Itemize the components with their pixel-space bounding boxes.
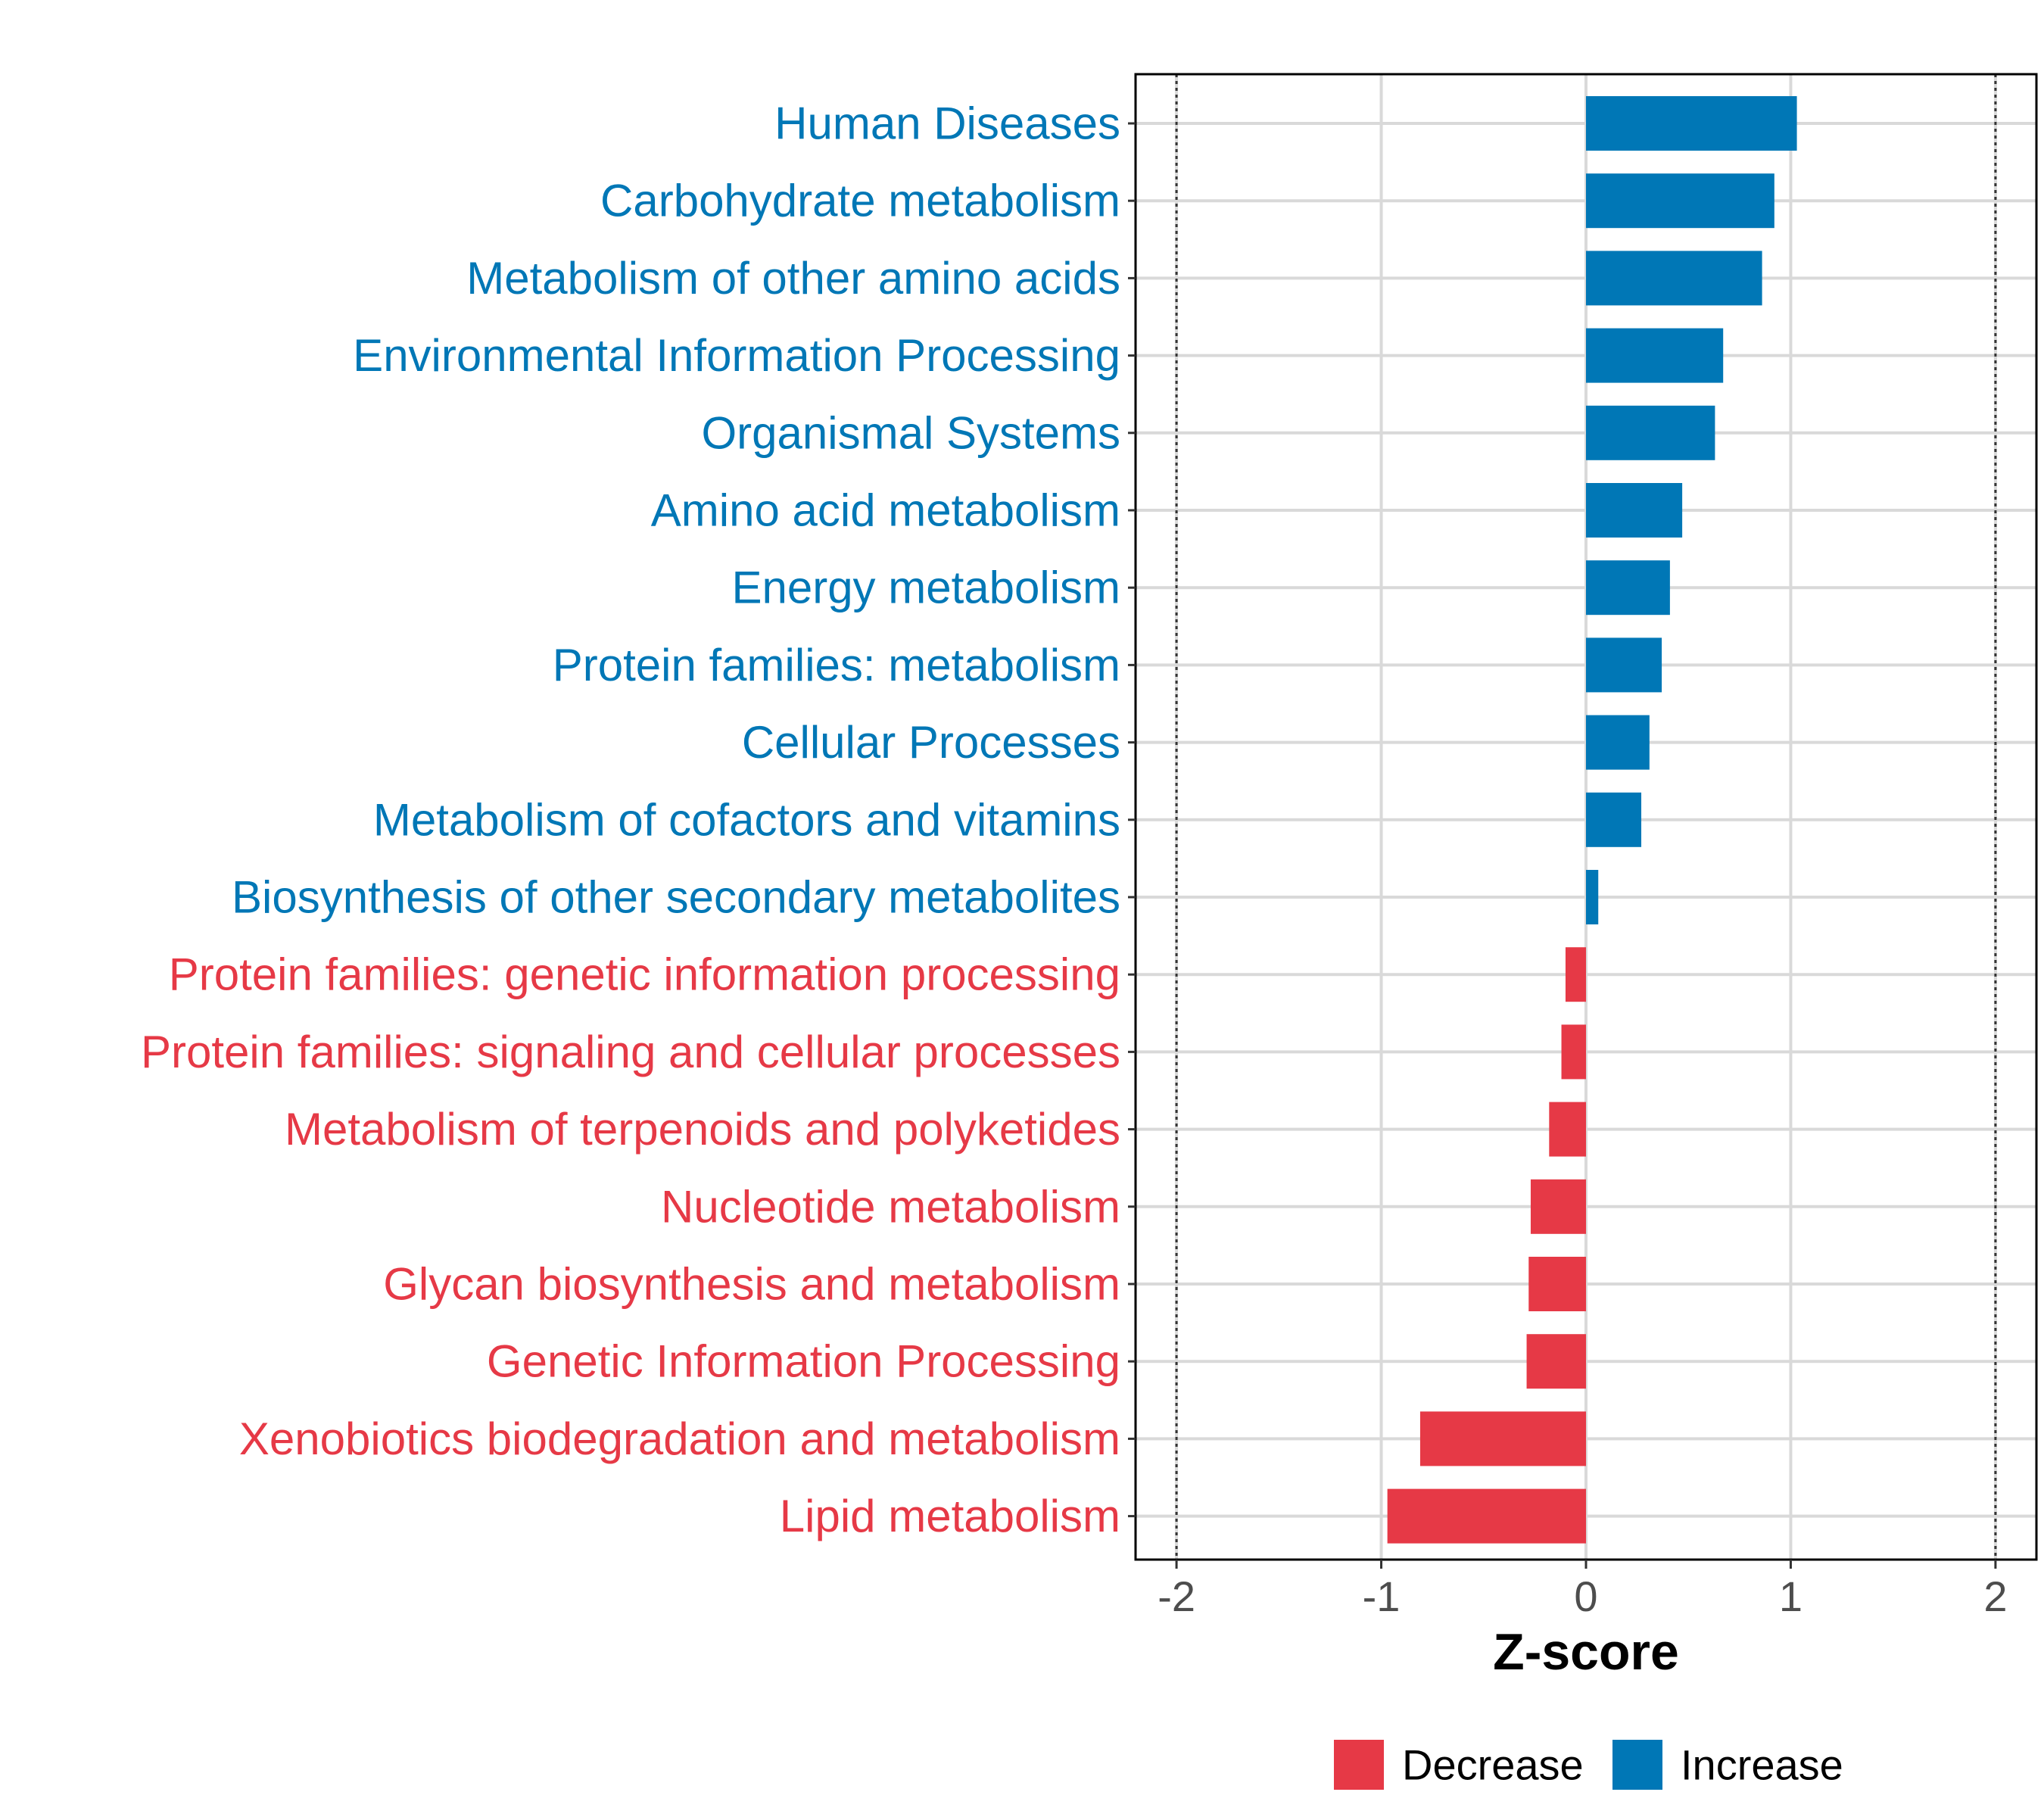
legend-label: Decrease: [1402, 1741, 1584, 1789]
category-label: Metabolism of terpenoids and polyketides: [285, 1104, 1120, 1155]
category-label: Protein families: genetic information pr…: [169, 949, 1120, 1000]
category-label: Genetic Information Processing: [487, 1336, 1120, 1387]
bar: [1528, 1257, 1586, 1311]
category-label: Nucleotide metabolism: [661, 1181, 1120, 1232]
reference-lines: [1175, 74, 1997, 1560]
bar: [1419, 1411, 1586, 1466]
bar: [1561, 1024, 1586, 1080]
bar: [1586, 405, 1715, 460]
category-label: Environmental Information Processing: [353, 330, 1120, 381]
x-tick-label: 0: [1574, 1572, 1597, 1620]
bar: [1586, 328, 1724, 383]
bar: [1586, 251, 1762, 306]
bar: [1586, 483, 1683, 538]
legend: Decrease Increase: [1334, 1740, 1843, 1790]
x-tick-label: -2: [1158, 1572, 1195, 1620]
bar: [1530, 1179, 1586, 1234]
bar: [1387, 1488, 1586, 1544]
y-axis-ticks: Human Diseases Carbohydrate metabolism Met…: [141, 98, 1136, 1541]
bars: [1387, 96, 1797, 1544]
bar: [1586, 560, 1670, 616]
bar: [1586, 715, 1650, 770]
x-axis-title: Z-score: [1493, 1623, 1679, 1681]
legend-swatch: [1334, 1740, 1384, 1790]
legend-swatch: [1612, 1740, 1662, 1790]
category-label: Protein families: metabolism: [553, 640, 1120, 690]
category-label: Energy metabolism: [731, 563, 1120, 613]
category-label: Xenobiotics biodegradation and metabolis…: [239, 1413, 1120, 1464]
category-label: Cellular Processes: [742, 717, 1120, 768]
bar: [1586, 870, 1599, 924]
bar: [1586, 173, 1774, 229]
bar: [1586, 792, 1642, 847]
category-label: Amino acid metabolism: [651, 485, 1120, 536]
category-label: Protein families: signaling and cellular…: [141, 1027, 1120, 1077]
bar: [1565, 947, 1586, 1002]
bar: [1586, 96, 1797, 151]
bar: [1526, 1334, 1586, 1389]
category-label: Lipid metabolism: [780, 1491, 1120, 1541]
x-tick-label: 1: [1779, 1572, 1803, 1620]
x-axis-ticks: -2 -1 0 1 2: [1158, 1560, 2007, 1620]
legend-label: Increase: [1681, 1741, 1843, 1789]
bar: [1586, 637, 1662, 693]
category-label: Human Diseases: [774, 98, 1120, 149]
category-label: Biosynthesis of other secondary metaboli…: [232, 872, 1120, 923]
category-label: Metabolism of cofactors and vitamins: [373, 794, 1120, 845]
bar: [1549, 1102, 1586, 1157]
x-tick-label: -1: [1363, 1572, 1401, 1620]
category-label: Carbohydrate metabolism: [600, 176, 1120, 226]
x-tick-label: 2: [1983, 1572, 2007, 1620]
category-label: Organismal Systems: [702, 407, 1120, 458]
category-label: Metabolism of other amino acids: [466, 253, 1120, 304]
category-label: Glycan biosynthesis and metabolism: [383, 1259, 1120, 1310]
